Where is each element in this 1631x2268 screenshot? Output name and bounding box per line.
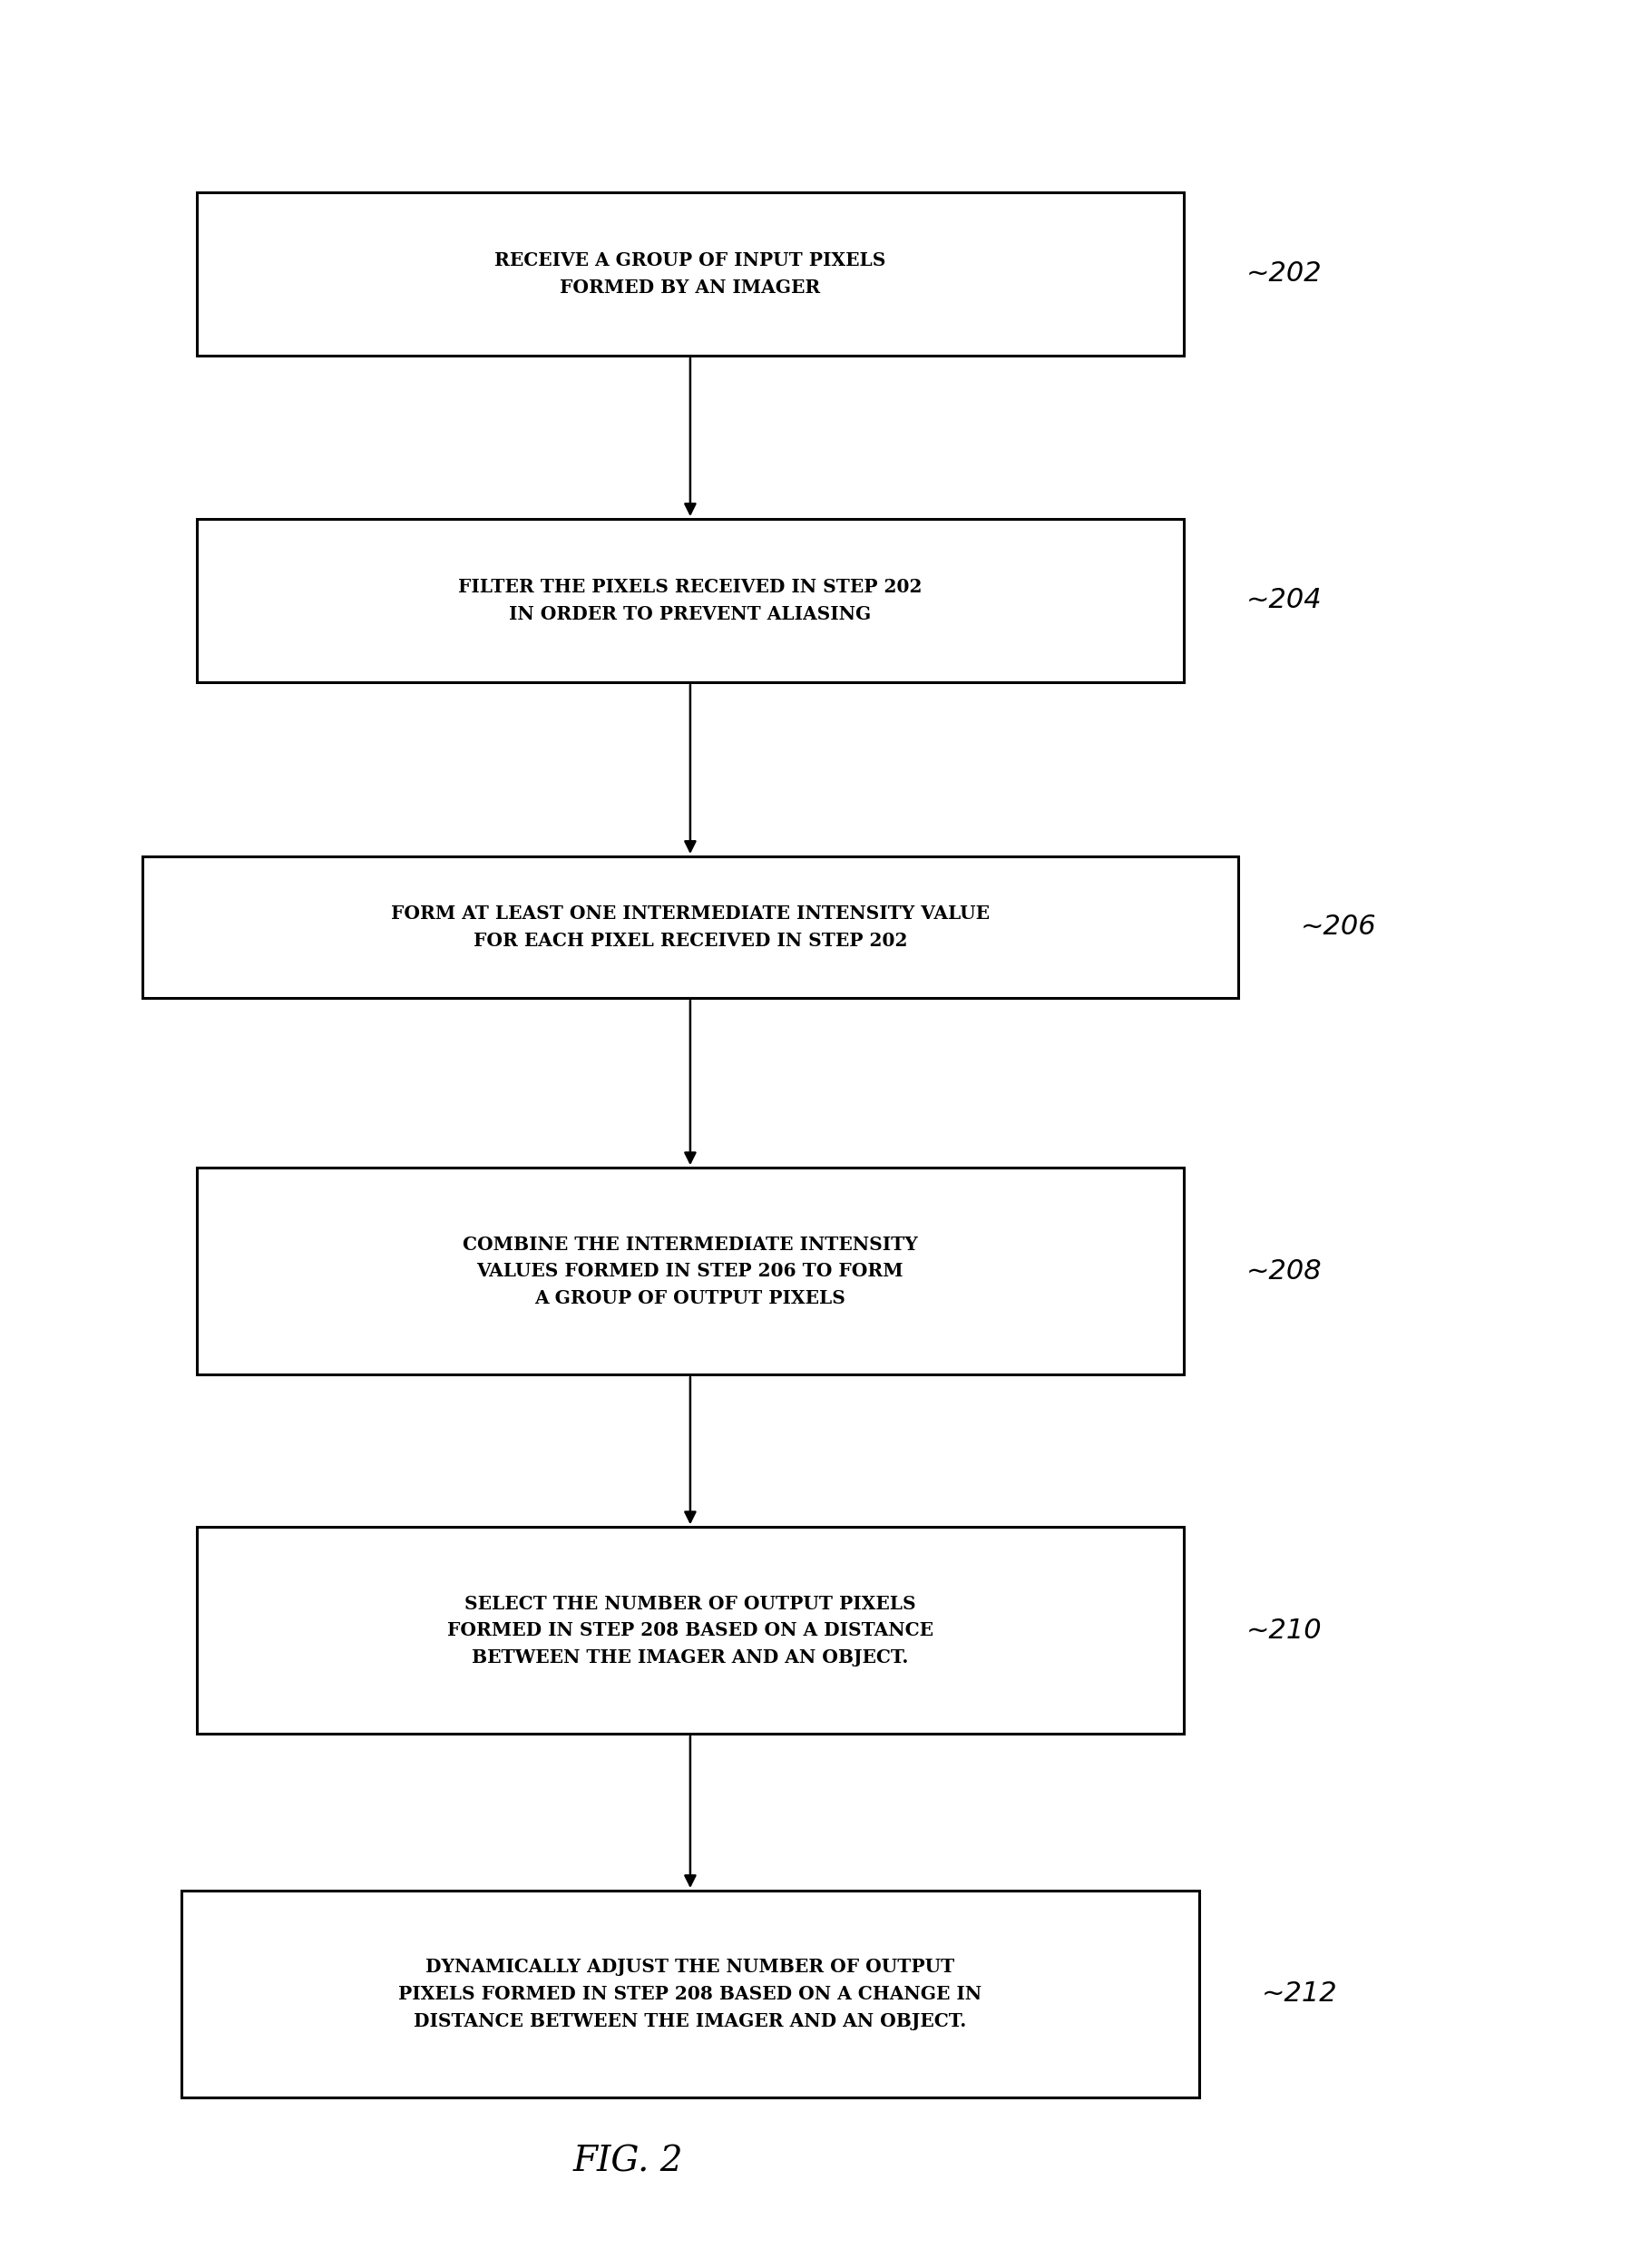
Bar xyxy=(197,1168,1184,1374)
Bar xyxy=(197,193,1184,356)
Bar xyxy=(181,1892,1199,2098)
Text: ~206: ~206 xyxy=(1302,914,1377,941)
Text: SELECT THE NUMBER OF OUTPUT PIXELS
FORMED IN STEP 208 BASED ON A DISTANCE
BETWEE: SELECT THE NUMBER OF OUTPUT PIXELS FORME… xyxy=(447,1594,933,1667)
Bar xyxy=(197,519,1184,683)
Text: ~212: ~212 xyxy=(1262,1980,1337,2007)
Text: ~210: ~210 xyxy=(1246,1617,1323,1644)
Text: DYNAMICALLY ADJUST THE NUMBER OF OUTPUT
PIXELS FORMED IN STEP 208 BASED ON A CHA: DYNAMICALLY ADJUST THE NUMBER OF OUTPUT … xyxy=(398,1957,982,2030)
Text: COMBINE THE INTERMEDIATE INTENSITY
VALUES FORMED IN STEP 206 TO FORM
A GROUP OF : COMBINE THE INTERMEDIATE INTENSITY VALUE… xyxy=(463,1236,918,1306)
Text: FILTER THE PIXELS RECEIVED IN STEP 202
IN ORDER TO PREVENT ALIASING: FILTER THE PIXELS RECEIVED IN STEP 202 I… xyxy=(458,578,922,624)
Text: FIG. 2: FIG. 2 xyxy=(572,2146,683,2180)
Text: ~202: ~202 xyxy=(1246,261,1323,288)
Text: ~208: ~208 xyxy=(1246,1259,1323,1284)
Text: FORM AT LEAST ONE INTERMEDIATE INTENSITY VALUE
FOR EACH PIXEL RECEIVED IN STEP 2: FORM AT LEAST ONE INTERMEDIATE INTENSITY… xyxy=(391,905,990,950)
Text: RECEIVE A GROUP OF INPUT PIXELS
FORMED BY AN IMAGER: RECEIVE A GROUP OF INPUT PIXELS FORMED B… xyxy=(494,252,886,297)
Bar xyxy=(197,1526,1184,1733)
Text: ~204: ~204 xyxy=(1246,587,1323,615)
Bar xyxy=(142,857,1238,998)
